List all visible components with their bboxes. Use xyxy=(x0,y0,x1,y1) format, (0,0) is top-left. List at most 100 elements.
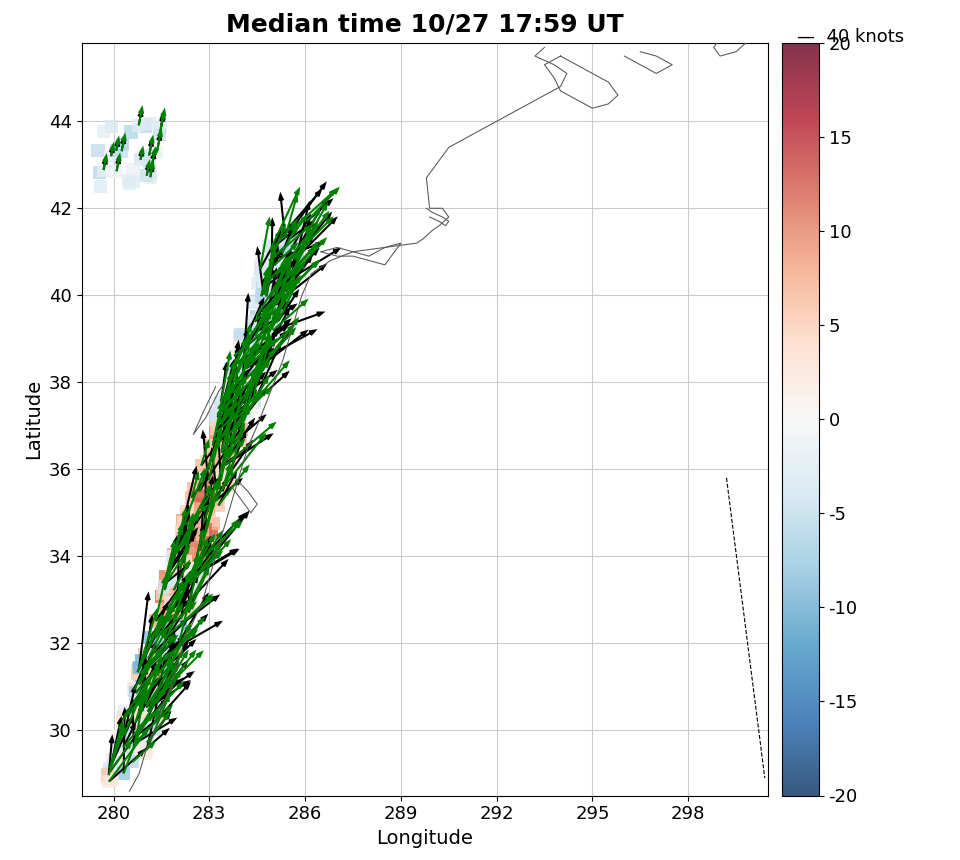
Point xyxy=(185,548,201,562)
Point xyxy=(90,144,106,157)
Point xyxy=(199,455,214,469)
Point xyxy=(101,768,116,782)
Point xyxy=(282,231,298,245)
Point xyxy=(132,662,147,676)
Point xyxy=(268,270,283,284)
Point xyxy=(147,669,162,683)
Point xyxy=(130,666,145,680)
Point xyxy=(195,528,210,542)
Point xyxy=(262,320,277,334)
Point xyxy=(164,655,180,669)
Point xyxy=(142,630,157,644)
Point xyxy=(246,322,261,335)
Point xyxy=(264,241,279,255)
Point xyxy=(211,417,227,431)
Point xyxy=(102,762,117,776)
Point xyxy=(138,746,154,760)
Point xyxy=(232,336,248,350)
Point xyxy=(219,464,234,478)
Point xyxy=(267,296,282,310)
Point xyxy=(132,153,148,167)
Point xyxy=(244,401,259,415)
Point xyxy=(264,293,279,307)
Point xyxy=(178,518,193,531)
Point xyxy=(257,356,273,370)
Point xyxy=(202,504,217,518)
Point xyxy=(145,642,160,656)
Point xyxy=(228,355,243,369)
Point xyxy=(218,377,233,390)
Point xyxy=(227,391,242,405)
Point xyxy=(180,505,195,519)
Point xyxy=(145,693,160,707)
Point xyxy=(202,500,217,513)
Point xyxy=(243,382,258,396)
Point xyxy=(288,254,303,267)
Point xyxy=(179,538,194,551)
Point xyxy=(165,572,180,586)
Point xyxy=(157,580,173,594)
Point xyxy=(184,591,200,605)
Point xyxy=(225,433,240,447)
Point xyxy=(166,628,181,642)
Point xyxy=(101,775,116,789)
Point xyxy=(205,476,221,490)
Point xyxy=(263,329,278,342)
Point xyxy=(235,366,251,379)
Point xyxy=(200,503,215,517)
Point xyxy=(157,583,173,597)
Point xyxy=(261,254,276,267)
Point xyxy=(209,410,225,424)
Point xyxy=(273,305,288,319)
Point xyxy=(132,666,148,680)
Point xyxy=(177,599,192,613)
Point xyxy=(210,408,226,422)
Point xyxy=(116,728,132,742)
Point xyxy=(110,729,126,743)
Point xyxy=(215,463,230,476)
Point xyxy=(105,752,120,766)
Point xyxy=(208,472,224,486)
Point xyxy=(131,664,146,678)
Point xyxy=(172,635,187,648)
Point xyxy=(227,364,242,378)
Point xyxy=(163,659,179,673)
Point xyxy=(194,564,209,578)
Point xyxy=(140,652,156,666)
Point xyxy=(130,731,145,745)
Point xyxy=(238,361,253,375)
Point xyxy=(256,289,272,303)
Point xyxy=(198,550,213,563)
Point xyxy=(132,691,148,704)
Point xyxy=(125,755,140,769)
Point xyxy=(225,426,240,439)
Point xyxy=(141,149,156,163)
Point xyxy=(120,741,135,755)
Point xyxy=(220,452,235,465)
Point xyxy=(153,666,168,680)
Point xyxy=(193,544,208,557)
Point xyxy=(121,177,136,191)
Point xyxy=(138,701,154,715)
Point xyxy=(258,274,274,288)
Point xyxy=(192,519,207,533)
Point xyxy=(247,332,262,346)
Point xyxy=(225,386,240,400)
Point xyxy=(234,405,250,419)
Point xyxy=(243,359,258,372)
Point xyxy=(214,418,229,432)
Point xyxy=(189,514,204,528)
Point xyxy=(179,513,194,527)
Point xyxy=(248,329,263,343)
Point xyxy=(276,298,291,312)
Point xyxy=(252,367,267,381)
Point xyxy=(283,275,299,289)
Point xyxy=(130,666,145,679)
Point xyxy=(246,356,261,370)
Point xyxy=(183,577,199,591)
Point xyxy=(256,288,272,302)
Point xyxy=(183,594,199,608)
Point xyxy=(256,287,272,301)
Point xyxy=(238,408,253,422)
Point xyxy=(158,570,174,584)
